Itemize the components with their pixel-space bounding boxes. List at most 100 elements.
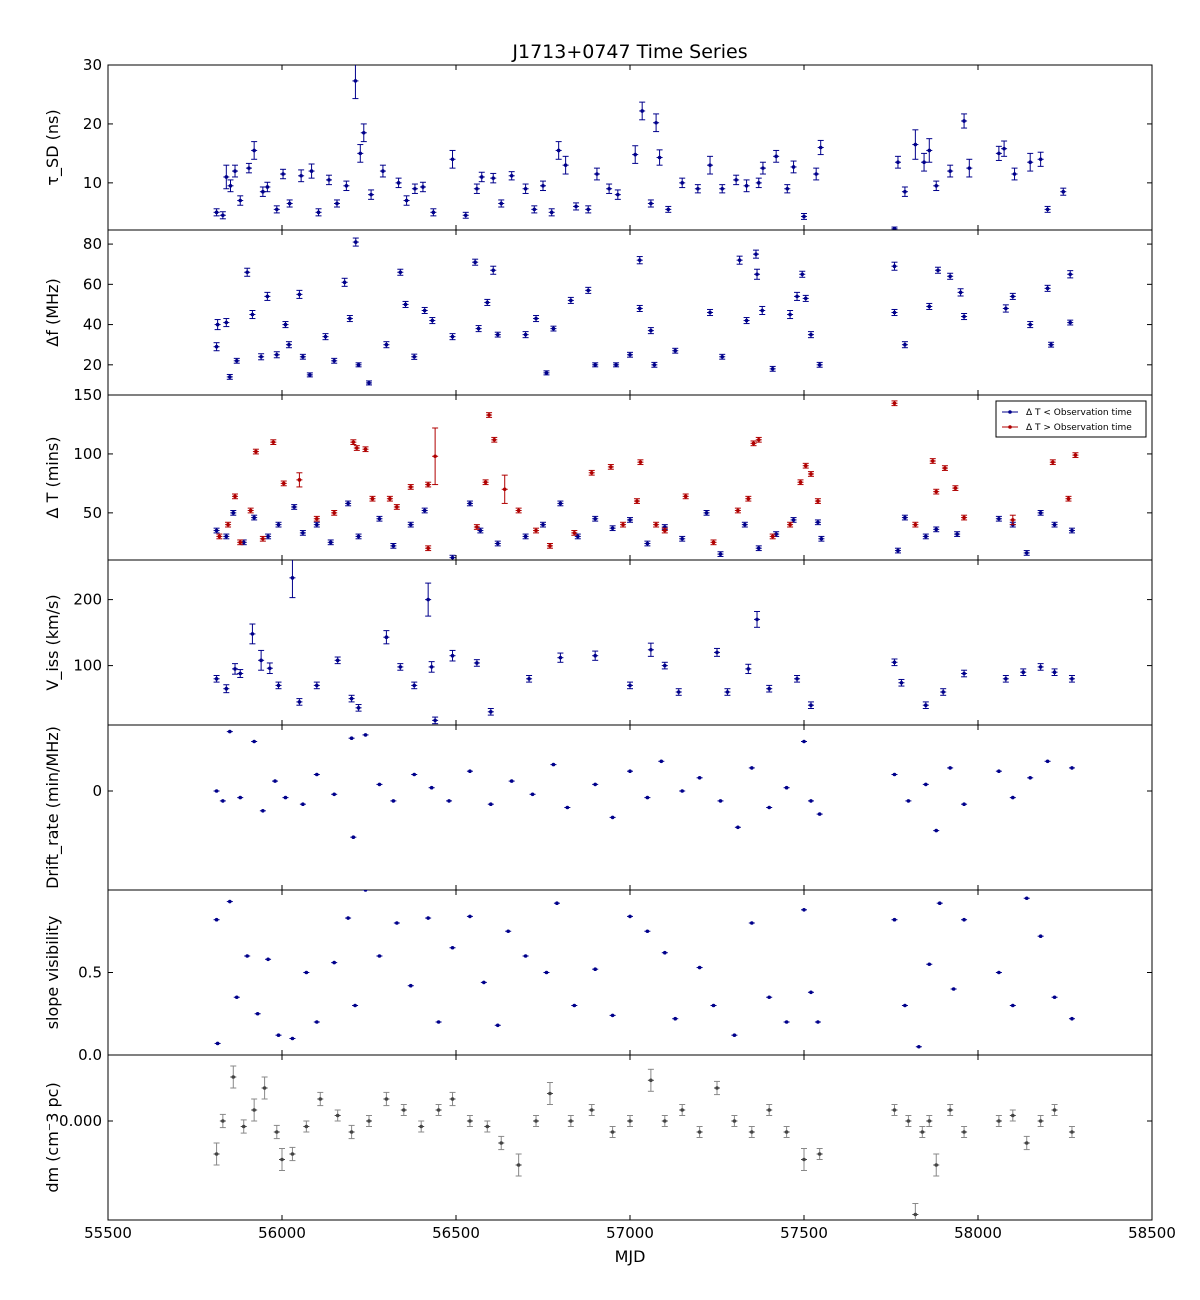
data-point (449, 649, 456, 662)
data-point (498, 199, 505, 208)
data-point (303, 1120, 310, 1133)
data-point (1037, 510, 1044, 516)
data-point (714, 1080, 720, 1096)
data-point (724, 688, 731, 696)
data-point (390, 799, 397, 803)
data-point (915, 1044, 922, 1049)
data-point (430, 208, 437, 217)
data-point (816, 812, 823, 816)
data-point (714, 647, 720, 657)
data-point (661, 527, 668, 534)
data-point (225, 521, 232, 528)
data-point (230, 510, 237, 516)
data-point (636, 304, 643, 312)
data-point (352, 65, 359, 100)
data-point (912, 129, 919, 160)
data-point (435, 1104, 442, 1116)
panel-df: 20 40 60 80 Δf (MHz) (43, 229, 1153, 396)
y-tick-label: 50 (83, 504, 102, 522)
data-point (418, 1120, 425, 1133)
data-point (620, 521, 627, 528)
data-point (1068, 527, 1075, 534)
data-point (299, 530, 306, 536)
y-tick-label: 60 (83, 275, 102, 293)
data-point (755, 177, 762, 189)
data-point (717, 551, 724, 557)
data-point (472, 258, 479, 266)
data-point (703, 510, 710, 516)
y-tick-label: 10 (83, 174, 102, 192)
data-point (573, 202, 580, 211)
data-point (331, 510, 338, 516)
legend-box (995, 400, 1147, 438)
data-point (249, 309, 256, 320)
data-point (585, 286, 592, 294)
data-point (331, 792, 338, 797)
data-point (627, 769, 633, 773)
data-point (653, 521, 660, 528)
data-point (505, 929, 512, 934)
data-point (734, 825, 741, 830)
data-point (407, 484, 414, 490)
data-point (411, 353, 418, 360)
data-point (661, 1115, 668, 1127)
data-point (759, 161, 766, 175)
y-tick-label: 20 (83, 356, 102, 374)
data-point (486, 412, 493, 418)
data-point (475, 325, 482, 333)
data-point (466, 500, 473, 507)
data-point (1068, 675, 1075, 683)
y-tick-label: 80 (83, 235, 102, 253)
data-point (397, 268, 404, 276)
data-point (273, 205, 280, 214)
data-point (571, 1003, 578, 1008)
data-point (802, 294, 809, 302)
data-point (745, 663, 752, 675)
data-point (750, 440, 757, 447)
data-point (748, 766, 755, 770)
data-point (494, 1023, 501, 1028)
panels-layer: 10 20 30 τ_SD (ns) 20 40 60 80 Δf (MHz) 50 100 150 Δ… (43, 56, 1153, 1221)
data-point (571, 530, 578, 536)
data-point (1002, 304, 1009, 313)
y-tick-label: 0.000 (59, 1112, 102, 1130)
y-axis-label: Drift_rate (min/MHz) (43, 726, 63, 889)
data-point (482, 479, 489, 486)
data-point (251, 1098, 258, 1122)
data-point (759, 305, 766, 316)
data-point (592, 650, 599, 661)
data-point (264, 181, 271, 193)
data-point (1037, 1115, 1044, 1127)
data-point (515, 1153, 522, 1177)
data-point (627, 1115, 633, 1127)
data-point (362, 733, 369, 737)
data-point (609, 1126, 616, 1138)
data-point (345, 916, 352, 920)
data-point (783, 1126, 790, 1138)
data-point (817, 139, 824, 156)
series-group (213, 65, 1067, 230)
panel-frame (107, 724, 1153, 891)
y-tick-label: 150 (73, 386, 102, 404)
data-point (592, 782, 599, 787)
data-point (259, 809, 266, 813)
data-point (543, 970, 550, 975)
data-point (432, 427, 439, 486)
data-point (432, 716, 439, 725)
data-point (275, 681, 282, 690)
data-point (393, 504, 400, 510)
data-point (522, 183, 529, 194)
data-point (816, 361, 823, 368)
data-point (741, 521, 748, 528)
data-point (334, 656, 341, 665)
data-point (1002, 675, 1009, 683)
data-point (933, 1153, 940, 1177)
data-point (679, 1104, 686, 1116)
data-point (894, 547, 901, 554)
data-point (522, 533, 529, 540)
data-point (333, 199, 340, 208)
data-point (407, 521, 414, 528)
y-tick-label: 0.5 (78, 964, 102, 982)
data-point (449, 149, 456, 169)
data-point (588, 1104, 595, 1116)
